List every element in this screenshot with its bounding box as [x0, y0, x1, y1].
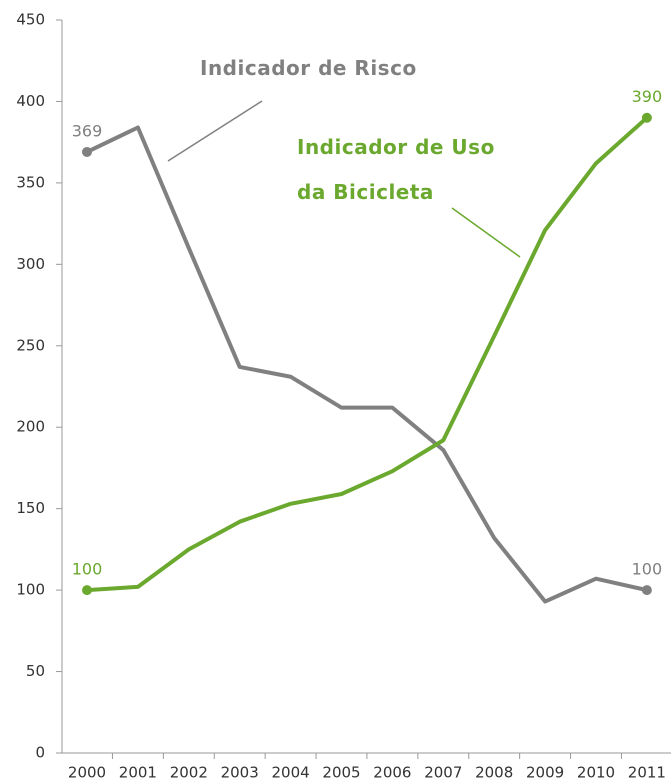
y-tick-label: 150 [16, 499, 45, 517]
end-point [641, 112, 652, 123]
y-tick-label: 450 [16, 11, 45, 29]
x-tick-label: 2006 [373, 764, 411, 782]
end-point [82, 146, 92, 157]
series-label: Indicador de Risco [200, 56, 417, 80]
x-tick-label: 2011 [628, 764, 666, 782]
y-tick-label: 50 [26, 662, 45, 680]
y-tick-label: 200 [16, 418, 45, 436]
x-tick-label: 2010 [577, 764, 615, 782]
x-tick-label: 2008 [475, 764, 513, 782]
x-tick-label: 2004 [272, 764, 310, 782]
x-tick-label: 2003 [221, 764, 259, 782]
data-label: 100 [72, 560, 103, 579]
y-tick-label: 100 [16, 581, 45, 599]
x-tick-label: 2007 [424, 764, 462, 782]
y-tick-label: 0 [35, 744, 45, 762]
x-tick-label: 2002 [170, 764, 208, 782]
series-label: Indicador de Uso da Bicicleta [297, 135, 495, 204]
line [86, 116, 649, 593]
x-tick-label: 2000 [68, 764, 106, 782]
leader-line [451, 207, 521, 258]
x-tick-label: 2009 [526, 764, 564, 782]
line [86, 125, 648, 604]
end-point [641, 585, 652, 596]
y-tick-label: 350 [16, 173, 45, 191]
leader-line [167, 100, 263, 162]
data-label: 100 [632, 560, 663, 579]
x-tick-label: 2005 [322, 764, 360, 782]
x-tick-label: 2001 [119, 764, 157, 782]
data-label: 369 [72, 121, 103, 140]
y-tick-label: 400 [16, 92, 45, 110]
y-tick-label: 250 [16, 336, 45, 354]
y-tick-label: 300 [16, 255, 45, 273]
end-point [82, 585, 92, 596]
data-label: 390 [632, 87, 663, 106]
